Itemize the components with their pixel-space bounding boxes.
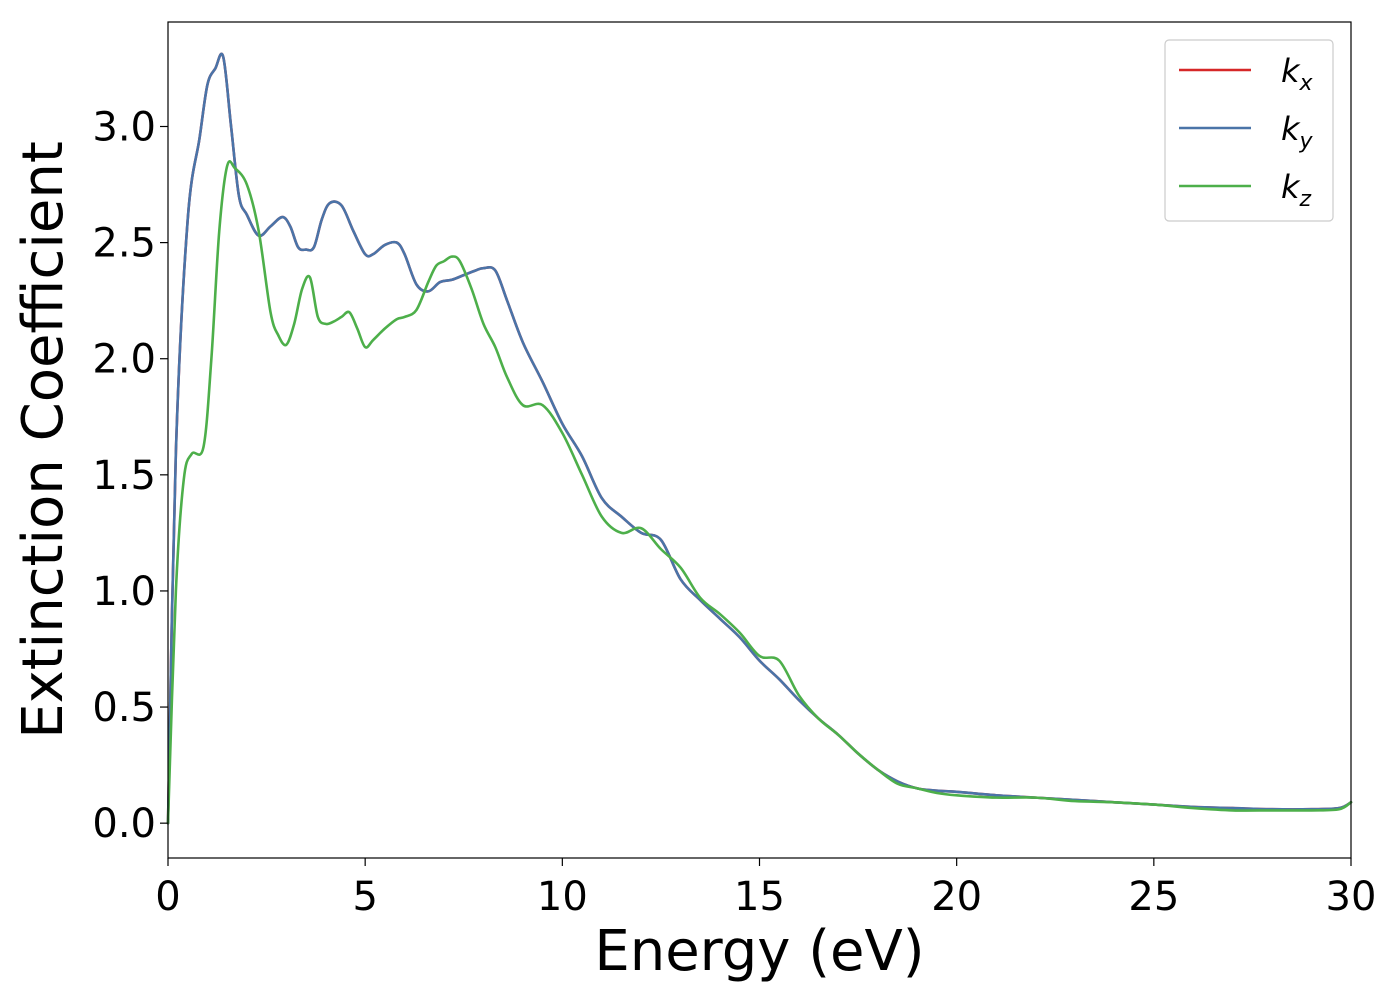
legend-label-y: ky — [1281, 110, 1314, 154]
legend-box — [1164, 39, 1334, 222]
x-tick-label: 5 — [352, 874, 377, 920]
y-axis-label: Extinction Coefficient — [11, 141, 76, 739]
y-axis: 0.0 0.5 1.0 1.5 2.0 2.5 3.0 — [92, 105, 168, 847]
y-tick-label: 2.0 — [92, 337, 156, 383]
x-axis: 0 5 10 15 20 25 30 — [155, 858, 1376, 920]
y-tick-label: 3.0 — [92, 105, 156, 151]
y-tick-label: 1.5 — [92, 453, 156, 499]
x-tick-label: 0 — [155, 874, 180, 920]
series-line-y — [166, 52, 1353, 825]
plot-lines — [166, 52, 1353, 825]
x-axis-label: Energy (eV) — [594, 919, 924, 984]
y-tick-label: 0.0 — [92, 801, 156, 847]
series-line-z — [166, 160, 1353, 825]
x-tick-label: 30 — [1326, 874, 1377, 920]
y-tick-label: 2.5 — [92, 221, 156, 267]
x-tick-label: 15 — [734, 874, 785, 920]
y-tick-label: 0.5 — [92, 685, 156, 731]
legend-label-z: kz — [1281, 168, 1312, 212]
y-tick-label: 1.0 — [92, 569, 156, 615]
legend: kx ky kz — [1164, 39, 1334, 222]
legend-label-x: kx — [1281, 52, 1314, 96]
x-tick-label: 10 — [537, 874, 588, 920]
x-tick-label: 25 — [1128, 874, 1179, 920]
x-tick-label: 20 — [931, 874, 982, 920]
